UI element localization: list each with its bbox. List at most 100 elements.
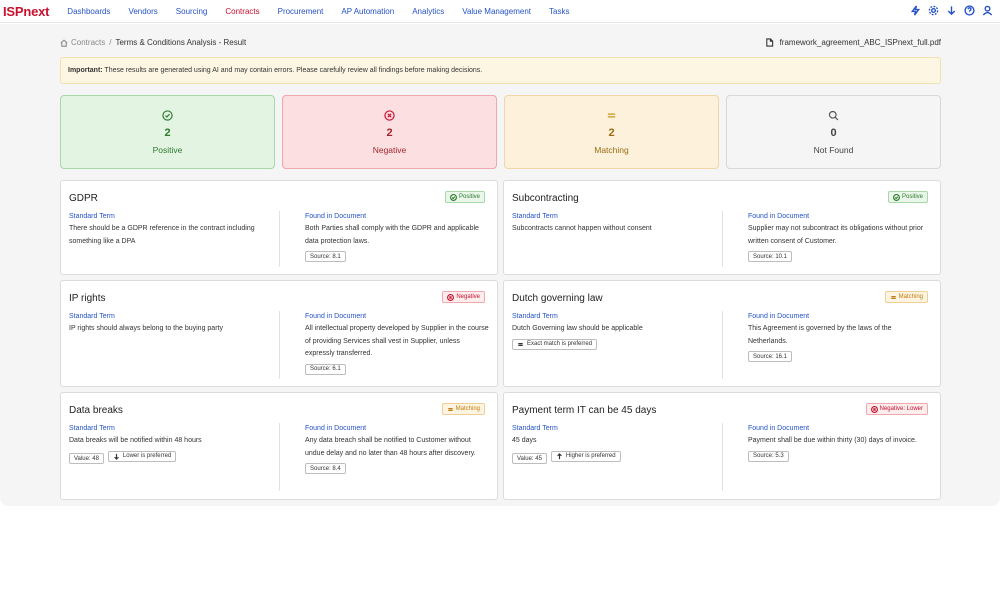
preference-chip: Lower is preferred bbox=[107, 450, 177, 462]
chip-label: Higher is preferred bbox=[565, 453, 616, 459]
status-badge: Negative bbox=[442, 291, 485, 303]
status-badge: Negative: Lower bbox=[865, 403, 928, 415]
stat-count: 0 bbox=[830, 127, 837, 139]
card-title: Payment term IT can be 45 days bbox=[512, 405, 657, 416]
divider bbox=[722, 211, 723, 267]
badge-label: Matching bbox=[898, 294, 923, 300]
breadcrumb-separator: / bbox=[109, 38, 112, 47]
source-chip[interactable]: Source: 5.3 bbox=[748, 450, 789, 462]
nav-item-procurement[interactable]: Procurement bbox=[277, 6, 324, 16]
divider bbox=[722, 311, 723, 379]
card-title: GDPR bbox=[69, 193, 98, 204]
equals-icon bbox=[890, 295, 896, 299]
x-circle-icon bbox=[870, 405, 878, 413]
x-circle-icon bbox=[447, 293, 455, 301]
alert-strong: Important: bbox=[68, 67, 103, 74]
found-label: Found in Document bbox=[748, 425, 810, 432]
stat-not-found[interactable]: 0 Not Found bbox=[726, 95, 941, 169]
alert-text: These results are generated using AI and… bbox=[102, 67, 483, 74]
card-title: Data breaks bbox=[69, 405, 123, 416]
badge-label: Negative: Lower bbox=[879, 406, 923, 412]
term-card-subcontracting: Subcontracting Positive Standard Term Sub… bbox=[503, 180, 941, 275]
standard-term-label: Standard Term bbox=[512, 213, 558, 220]
help-icon[interactable] bbox=[964, 5, 976, 17]
status-badge: Positive bbox=[444, 191, 485, 203]
found-text: This Agreement is governed by the laws o… bbox=[748, 325, 892, 345]
standard-term-text: IP rights should always belong to the bu… bbox=[69, 325, 223, 332]
logo[interactable]: ISPnext bbox=[3, 3, 50, 19]
status-badge: Positive bbox=[887, 191, 928, 203]
term-card-payment-term: Payment term IT can be 45 days Negative:… bbox=[503, 392, 941, 500]
user-icon[interactable] bbox=[982, 5, 994, 17]
term-card-gdpr: GDPR Positive Standard Term There should … bbox=[60, 180, 498, 275]
badge-label: Matching bbox=[455, 406, 480, 412]
file-link[interactable]: framework_agreement_ABC_ISPnext_full.pdf bbox=[765, 38, 941, 47]
found-label: Found in Document bbox=[305, 213, 367, 220]
stat-label: Not Found bbox=[813, 145, 854, 155]
divider bbox=[279, 311, 280, 379]
preference-chip: Higher is preferred bbox=[550, 450, 621, 462]
standard-term-text: Data breaks will be notified within 48 h… bbox=[69, 437, 202, 444]
breadcrumb-current: Terms & Conditions Analysis - Result bbox=[115, 38, 247, 47]
stat-label: Positive bbox=[152, 145, 183, 155]
stat-count: 2 bbox=[608, 127, 615, 139]
search-icon bbox=[828, 110, 839, 121]
nav-item-dashboards[interactable]: Dashboards bbox=[67, 6, 111, 16]
badge-label: Positive bbox=[458, 194, 480, 200]
status-badge: Matching bbox=[441, 403, 485, 415]
arrow-down-icon bbox=[114, 453, 119, 460]
found-text: Supplier may not subcontract its obligat… bbox=[748, 225, 924, 245]
equals-icon bbox=[518, 342, 523, 346]
stat-positive[interactable]: 2 Positive bbox=[60, 95, 275, 169]
stat-negative[interactable]: 2 Negative bbox=[282, 95, 497, 169]
value-chip: Value: 48 bbox=[69, 453, 104, 464]
standard-term-text: Dutch Governing law should be applicable bbox=[512, 325, 643, 332]
nav-item-sourcing[interactable]: Sourcing bbox=[175, 6, 208, 16]
source-chip[interactable]: Source: 16.1 bbox=[748, 351, 793, 362]
stat-count: 2 bbox=[386, 127, 393, 139]
source-chip[interactable]: Source: 10.1 bbox=[748, 251, 793, 262]
chip-label: Lower is preferred bbox=[122, 453, 172, 459]
chip-label: Exact match is preferred bbox=[527, 341, 593, 347]
source-chip[interactable]: Source: 6.1 bbox=[305, 363, 346, 375]
found-text: All intellectual property developed by S… bbox=[305, 325, 489, 357]
x-circle-icon bbox=[384, 110, 395, 121]
source-chip[interactable]: Source: 8.4 bbox=[305, 463, 346, 474]
standard-term-text: There should be a GDPR reference in the … bbox=[69, 225, 255, 245]
term-card-dutch-governing-law: Dutch governing law Matching Standard Te… bbox=[503, 280, 941, 387]
nav-item-analytics[interactable]: Analytics bbox=[412, 6, 445, 16]
download-icon[interactable] bbox=[946, 5, 958, 17]
home-icon bbox=[60, 39, 68, 47]
term-card-ip-rights: IP rights Negative Standard Term IP right… bbox=[60, 280, 498, 387]
nav-item-value-management[interactable]: Value Management bbox=[462, 6, 531, 16]
card-title: IP rights bbox=[69, 293, 106, 304]
top-navbar: ISPnext Dashboards Vendors Sourcing Cont… bbox=[0, 0, 1000, 23]
check-circle-icon bbox=[893, 193, 900, 201]
file-icon bbox=[765, 38, 773, 47]
arrow-up-icon bbox=[557, 452, 562, 459]
gear-icon[interactable] bbox=[928, 5, 940, 17]
lightning-icon[interactable] bbox=[910, 5, 922, 17]
nav-item-ap-automation[interactable]: AP Automation bbox=[341, 6, 395, 16]
nav-item-contracts[interactable]: Contracts bbox=[225, 6, 260, 16]
found-text: Any data breach shall be notified to Cus… bbox=[305, 437, 476, 457]
standard-term-text: 45 days bbox=[512, 437, 537, 444]
breadcrumb: Contracts / Terms & Conditions Analysis … bbox=[60, 38, 246, 47]
found-label: Found in Document bbox=[305, 313, 367, 320]
nav-item-tasks[interactable]: Tasks bbox=[549, 6, 570, 16]
source-chip[interactable]: Source: 8.1 bbox=[305, 251, 346, 262]
check-circle-icon bbox=[162, 110, 173, 121]
nav-item-vendors[interactable]: Vendors bbox=[128, 6, 158, 16]
card-title: Subcontracting bbox=[512, 193, 579, 204]
standard-term-text: Subcontracts cannot happen without conse… bbox=[512, 225, 652, 232]
stat-count: 2 bbox=[164, 127, 171, 139]
badge-label: Negative bbox=[456, 294, 480, 300]
stat-matching[interactable]: 2 Matching bbox=[504, 95, 719, 169]
value-chip: Value: 45 bbox=[512, 453, 547, 464]
warning-alert: Important: These results are generated u… bbox=[60, 57, 941, 84]
term-card-data-breaks: Data breaks Matching Standard Term Data b… bbox=[60, 392, 498, 500]
file-name[interactable]: framework_agreement_ABC_ISPnext_full.pdf bbox=[779, 38, 941, 47]
standard-term-label: Standard Term bbox=[69, 213, 115, 220]
equals-icon bbox=[447, 407, 453, 411]
breadcrumb-contracts[interactable]: Contracts bbox=[71, 38, 106, 47]
